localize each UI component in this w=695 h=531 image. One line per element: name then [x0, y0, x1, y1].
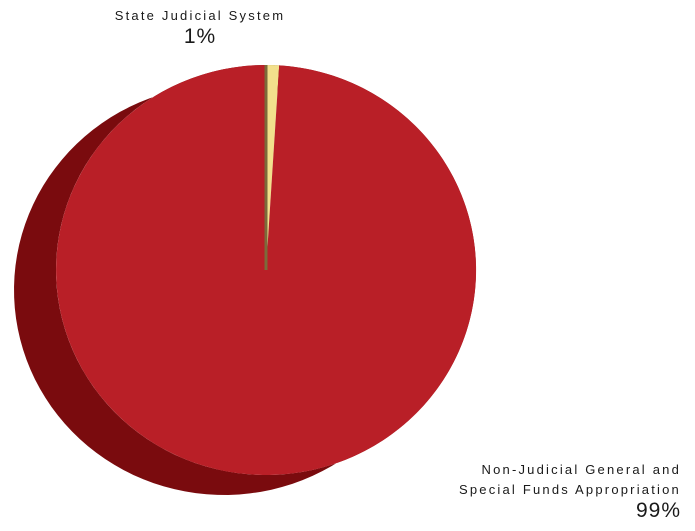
slice-value-non-judicial: 99% — [635, 499, 681, 522]
slice-label-non-judicial: Non-Judicial General and Special Funds A… — [459, 460, 681, 522]
slice-value-state-judicial: 1% — [183, 25, 217, 48]
slice-label-state-judicial: State Judicial System 1% — [60, 6, 340, 48]
slice-label-state-judicial-text: State Judicial System — [114, 8, 286, 23]
slice-label-non-judicial-line1: Non-Judicial General and — [481, 462, 681, 477]
slice-label-non-judicial-line2: Special Funds Appropriation — [458, 482, 681, 497]
slice-0 — [266, 64, 280, 270]
